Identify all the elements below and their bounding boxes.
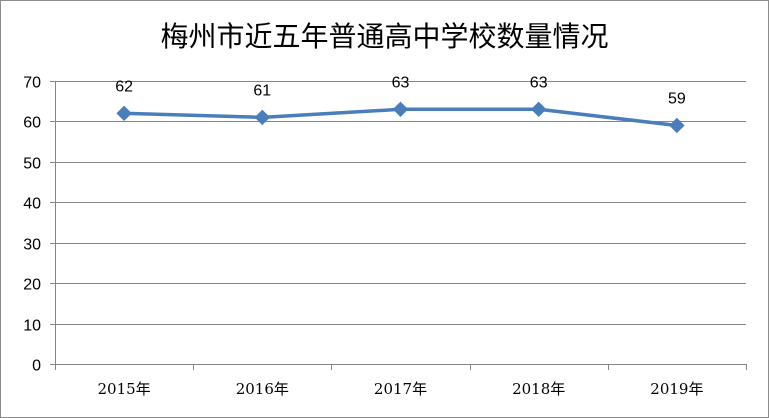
x-tick-label-0: 2015年: [98, 380, 151, 398]
y-tick-label-5: 50: [23, 156, 41, 173]
y-tick-label-4: 40: [23, 196, 41, 213]
data-point-2: [392, 101, 409, 118]
x-tick-label-4: 2019年: [650, 380, 703, 398]
y-tick-label-6: 60: [23, 115, 41, 132]
x-tick-label-3: 2018年: [512, 380, 565, 398]
x-tick-label-1: 2016年: [236, 380, 289, 398]
data-point-3: [530, 101, 547, 118]
y-tick-label-3: 30: [23, 237, 41, 254]
x-tick-label-2: 2017年: [374, 380, 427, 398]
data-label-2: 63: [392, 74, 410, 91]
y-tick-label-0: 0: [32, 358, 41, 375]
y-tick-label-7: 70: [23, 75, 41, 92]
data-label-3: 63: [530, 74, 548, 91]
data-point-1: [254, 109, 271, 126]
chart-title: 梅州市近五年普通高中学校数量情况: [160, 20, 609, 53]
y-tick-label-1: 10: [23, 318, 41, 335]
data-label-1: 61: [253, 82, 271, 99]
data-label-4: 59: [668, 90, 686, 107]
data-point-0: [116, 105, 132, 122]
data-label-0: 62: [115, 78, 133, 95]
data-point-4: [669, 117, 685, 134]
y-tick-label-2: 20: [23, 277, 41, 294]
